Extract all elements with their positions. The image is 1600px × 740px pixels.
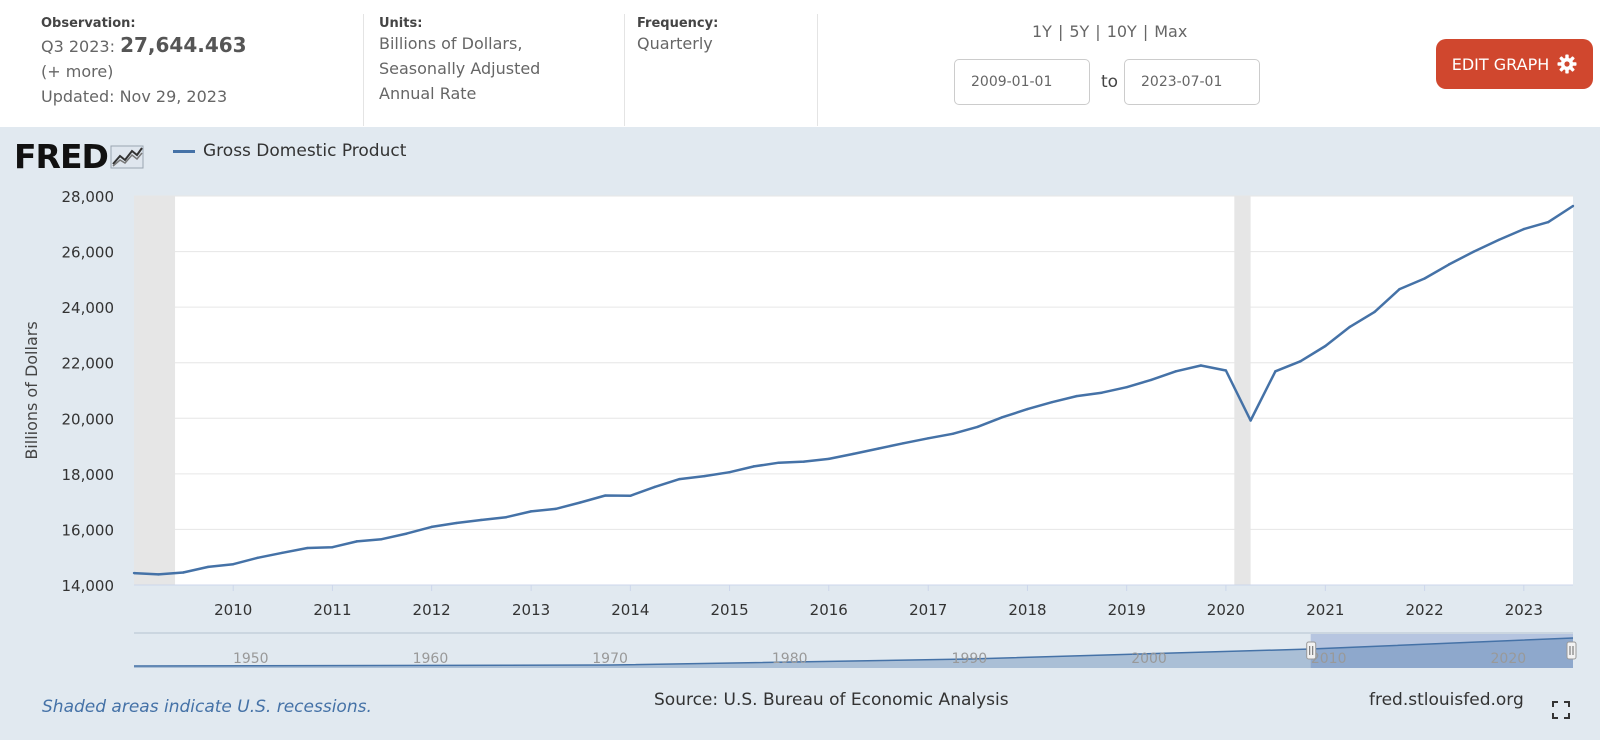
- range-1y-button[interactable]: 1Y: [1032, 22, 1052, 41]
- range-separator: |: [1095, 22, 1101, 41]
- source-note: Source: U.S. Bureau of Economic Analysis: [654, 690, 1009, 710]
- date-range-shortcuts: 1Y | 5Y | 10Y | Max: [1032, 22, 1187, 41]
- range-separator: |: [1142, 22, 1149, 41]
- header: Observation: Q3 2023: 27,644.463 (+ more…: [0, 0, 1600, 127]
- units-line-1: Billions of Dollars,: [379, 34, 523, 53]
- units-line-2: Seasonally Adjusted: [379, 59, 541, 78]
- updated-date: Updated: Nov 29, 2023: [41, 87, 228, 106]
- observation-more-link[interactable]: (+ more): [41, 62, 114, 81]
- observation-period: Q3 2023:: [41, 37, 115, 56]
- recession-note: Shaded areas indicate U.S. recessions.: [42, 697, 372, 717]
- range-separator: |: [1057, 22, 1064, 41]
- chart-panel: FRED Gross Domestic Product: [0, 127, 1600, 740]
- range-10y-button[interactable]: 10Y: [1106, 22, 1137, 41]
- units-panel: Units: Billions of Dollars, Seasonally A…: [379, 14, 625, 126]
- observation-label: Observation:: [41, 16, 136, 31]
- frequency-label: Frequency:: [637, 16, 719, 31]
- legend-series-label: Gross Domestic Product: [203, 141, 407, 161]
- fred-logo-text: FRED: [14, 137, 109, 176]
- observation-value: 27,644.463: [120, 33, 247, 57]
- fred-logo: FRED: [14, 137, 144, 176]
- range-max-button[interactable]: Max: [1154, 22, 1188, 41]
- legend-swatch: [173, 149, 195, 153]
- start-date-input[interactable]: 2009-01-01: [954, 59, 1090, 105]
- edit-graph-label: EDIT GRAPH: [1451, 54, 1550, 74]
- gear-icon: [1557, 54, 1577, 74]
- edit-graph-button[interactable]: EDIT GRAPH: [1436, 39, 1593, 89]
- end-date-input[interactable]: 2023-07-01: [1124, 59, 1260, 105]
- site-link[interactable]: fred.stlouisfed.org: [1369, 690, 1524, 710]
- units-line-3: Annual Rate: [379, 84, 477, 103]
- range-5y-button[interactable]: 5Y: [1069, 22, 1090, 41]
- fullscreen-icon[interactable]: [1551, 700, 1571, 720]
- frequency-panel: Frequency: Quarterly: [637, 14, 818, 126]
- units-label: Units:: [379, 16, 423, 31]
- chart-legend[interactable]: Gross Domestic Product: [173, 141, 406, 161]
- to-label: to: [1101, 72, 1119, 92]
- frequency-value: Quarterly: [637, 34, 713, 53]
- observation-panel: Observation: Q3 2023: 27,644.463 (+ more…: [41, 14, 364, 126]
- line-chart-icon: [110, 145, 144, 169]
